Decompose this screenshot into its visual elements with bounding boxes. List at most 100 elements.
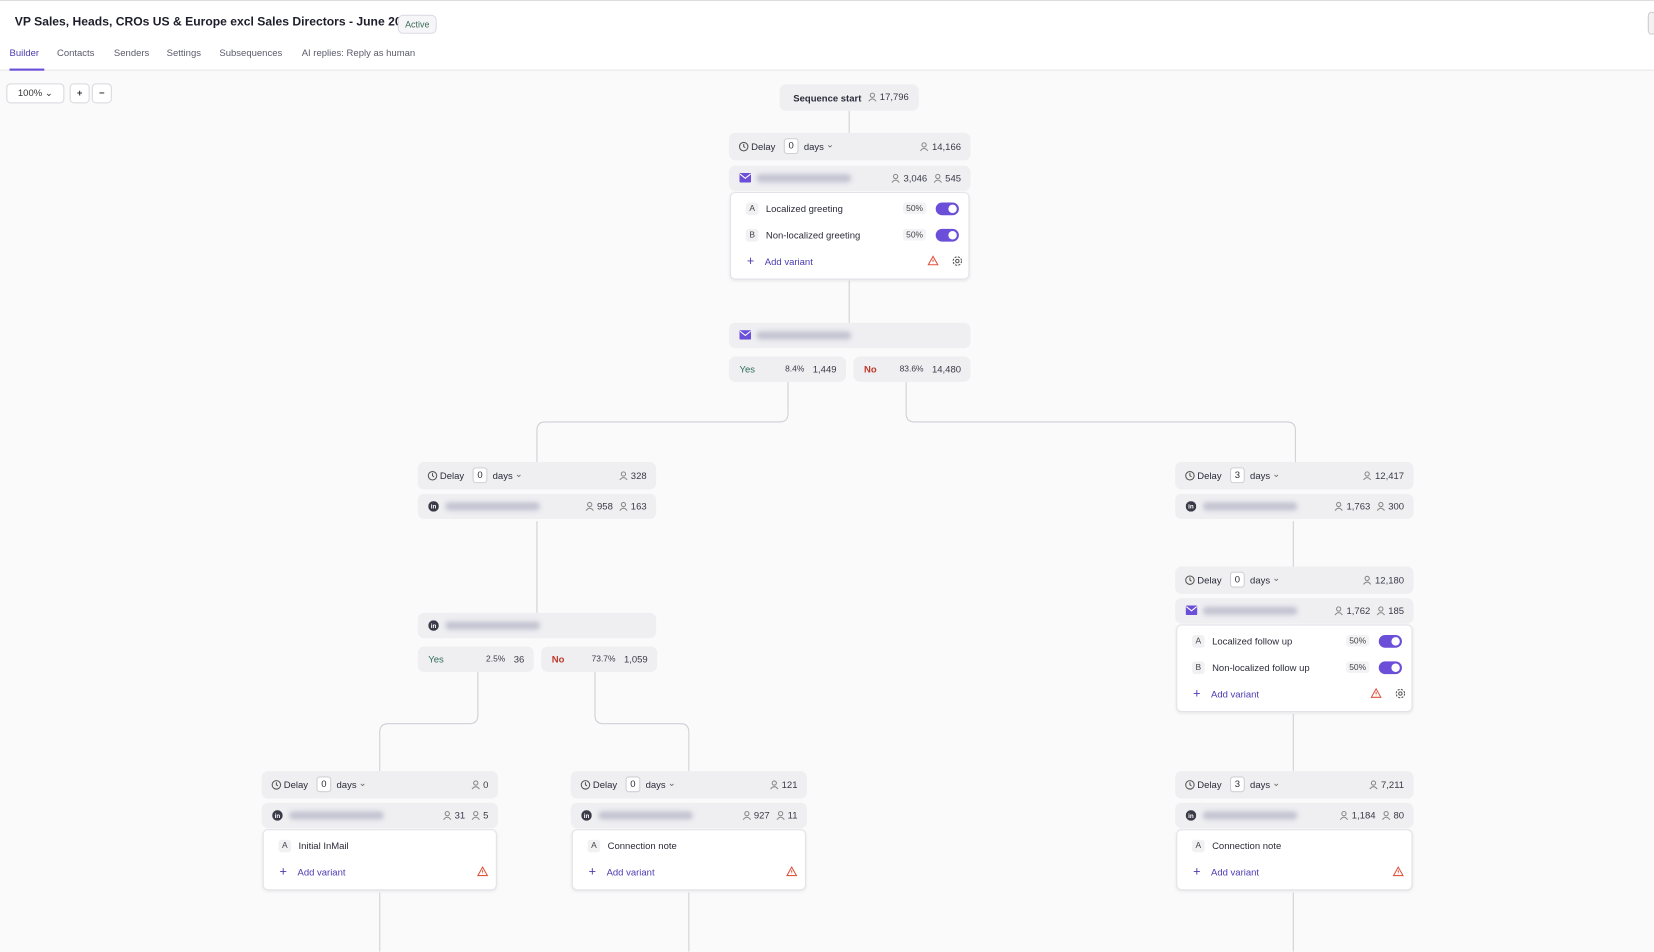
branch: Yes 8.4% 1,449 (728, 356, 847, 382)
svg-text:in: in (431, 623, 437, 630)
variant-row: + Add variant (1177, 684, 1411, 705)
delay-days[interactable]: 3 (1230, 467, 1245, 484)
delay-unit[interactable]: days (1250, 470, 1271, 482)
count: 1,763 (1334, 501, 1370, 512)
count-value: 185 (1388, 605, 1405, 617)
variant-weight: 50% (902, 202, 927, 215)
variant-letter: A (587, 839, 601, 853)
variant-name: Non-localized greeting (765, 229, 861, 241)
delay-node: Delay 0 days ⌄ 121 (570, 771, 807, 799)
count: 17,796 (879, 91, 909, 103)
settings-icon[interactable] (1395, 688, 1407, 702)
delay-unit[interactable]: days (645, 779, 666, 791)
delay-unit[interactable]: days (336, 779, 357, 791)
variant-weight: 50% (902, 228, 927, 241)
delay-days[interactable]: 0 (1230, 571, 1245, 588)
delay-node: Delay 3 days ⌄ 7,211 (1175, 771, 1414, 799)
tab[interactable]: Settings (166, 47, 201, 59)
variant-row: + Add variant (731, 251, 968, 272)
variant-card: A Localized follow up 50% B Non-localized fo… (1176, 624, 1413, 713)
delay-label: Delay (1197, 779, 1222, 791)
clock-icon (1185, 780, 1196, 793)
start-count: 17,796 (867, 91, 909, 103)
tab[interactable]: Builder (9, 47, 40, 59)
add-variant[interactable]: Add variant (1211, 688, 1260, 700)
delay-unit[interactable]: days (1250, 779, 1271, 791)
count: 5 (470, 810, 488, 821)
count: 185 (1376, 605, 1405, 617)
tab[interactable]: AI replies: Reply as human (301, 47, 416, 59)
variant-name: Localized follow up (1212, 636, 1293, 647)
sequence-title: VP Sales, Heads, CROs US & Europe excl S… (14, 15, 416, 29)
variant-row: + Add variant (573, 862, 805, 883)
counts: 927 11 (741, 810, 798, 821)
warning-icon (1370, 687, 1382, 701)
channel-icon: in (428, 501, 439, 514)
delay-days[interactable]: 0 (316, 776, 332, 793)
add-variant[interactable]: Add variant (764, 256, 813, 267)
count: 958 (584, 501, 613, 512)
count: 300 (1376, 501, 1405, 512)
count-value: 0 (483, 779, 489, 791)
settings-icon[interactable] (952, 255, 964, 269)
counts: 1,762 185 (1334, 605, 1405, 617)
zoom-in[interactable]: + (69, 83, 90, 104)
delay-days[interactable]: 0 (625, 776, 641, 793)
warning-icon (786, 866, 798, 879)
variant-row: A Connection note (1177, 835, 1411, 856)
delay-unit[interactable]: days (1250, 574, 1271, 586)
branch: Yes 2.5% 36 (417, 646, 534, 672)
count-value: 300 (1388, 501, 1405, 512)
counts: 3,046 545 (891, 173, 961, 184)
branch-stats: 2.5% 36 (486, 654, 524, 665)
zoom-select[interactable]: 100% ⌄ (6, 83, 65, 104)
branch-label: Yes (428, 654, 444, 665)
delay-days[interactable]: 0 (783, 138, 799, 155)
delay-count: 0 (470, 779, 489, 791)
tab[interactable]: Senders (113, 47, 150, 59)
delay-days[interactable]: 0 (472, 467, 488, 484)
variant-toggle[interactable] (935, 228, 959, 242)
branch-count: 1,449 (812, 363, 837, 375)
side-button[interactable] (1647, 11, 1654, 35)
add-variant[interactable]: Add variant (297, 867, 346, 878)
clock-icon (1185, 470, 1196, 483)
delay-count: 7,211 (1368, 780, 1404, 790)
zoom-out[interactable]: − (91, 83, 112, 104)
clock-icon (1185, 575, 1196, 588)
counts: 1,184 80 (1339, 810, 1404, 821)
add-variant[interactable]: Add variant (606, 867, 655, 878)
delay-unit[interactable]: days (492, 470, 513, 482)
add-icon: + (588, 863, 597, 879)
count-value: 14,166 (931, 141, 962, 152)
variant-card: A Connection note + Add variant (1176, 829, 1413, 891)
tab[interactable]: Contacts (56, 47, 95, 59)
add-variant[interactable]: Add variant (1211, 867, 1260, 878)
delay-node: Delay 0 days ⌄ 14,166 (728, 132, 971, 161)
count-value: 1,762 (1346, 605, 1371, 617)
variant-toggle[interactable] (1378, 635, 1402, 648)
variant-row: A Localized greeting 50% (731, 198, 968, 219)
delay-days[interactable]: 3 (1230, 776, 1245, 793)
variant-row: + Add variant (1177, 862, 1411, 883)
count-value: 121 (781, 779, 798, 791)
delay-unit[interactable]: days (803, 141, 824, 152)
variant-name: Initial InMail (298, 840, 349, 852)
delay-label: Delay (1197, 470, 1222, 482)
variant-row: A Initial InMail (264, 835, 496, 856)
delay-node: Delay 3 days ⌄ 12,417 (1175, 462, 1414, 490)
variant-toggle[interactable] (935, 202, 959, 216)
tab[interactable]: Subsequences (219, 47, 283, 59)
channel-icon: in (1185, 810, 1197, 823)
delay-node: Delay 0 days ⌄ 0 (261, 771, 498, 799)
status-badge: Active (397, 14, 437, 34)
variant-letter: B (1192, 661, 1205, 675)
active-tab-indicator (9, 68, 45, 71)
clock-icon (580, 780, 591, 793)
delay-label: Delay (439, 470, 465, 482)
variant-letter: A (1192, 839, 1205, 853)
branch-count: 1,059 (623, 654, 648, 665)
branch-label: No (863, 363, 877, 375)
step-header: in 958 163 (417, 493, 657, 520)
variant-toggle[interactable] (1378, 661, 1402, 675)
